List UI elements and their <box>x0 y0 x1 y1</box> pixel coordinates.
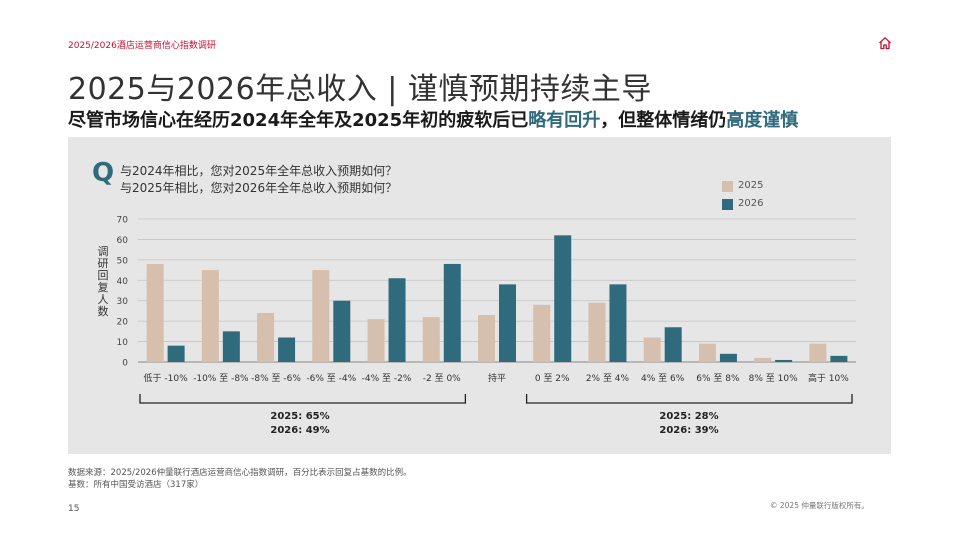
group-left-summary: 2025: 65% 2026: 49% <box>240 410 360 438</box>
bar-2025 <box>533 304 551 362</box>
x-tick-label: 8% 至 10% <box>749 373 798 384</box>
question-line-1: 与2024年相比，您对2025年全年总收入预期如何？ <box>120 164 398 178</box>
bar-2025 <box>422 317 440 362</box>
bar-2025 <box>588 302 606 362</box>
subtitle-part1: 尽管市场信心在经历2024年全年及2025年初的疲软后已 <box>68 110 529 131</box>
y-axis-label: 调研回复人数 <box>97 245 109 318</box>
bar-2026 <box>719 353 737 362</box>
subtitle-highlight-1: 略有回升 <box>528 110 601 131</box>
bar-2025 <box>698 343 716 362</box>
footnote-base: 基数：所有中国受访酒店（317家） <box>68 480 204 490</box>
legend-label-2026: 2026 <box>738 198 764 209</box>
bar-2026 <box>554 235 572 362</box>
bar-2026 <box>664 327 682 362</box>
x-tick-label: -4% 至 -2% <box>362 373 412 384</box>
y-tick-label: 30 <box>117 297 129 307</box>
x-tick-label: 低于 -10% <box>144 372 189 384</box>
x-tick-label: 4% 至 6% <box>641 373 685 384</box>
question-icon: Q <box>92 158 115 188</box>
bar-2026 <box>499 284 516 362</box>
y-tick-label: 0 <box>122 359 128 369</box>
bar-2026 <box>222 331 240 362</box>
x-tick-label: 6% 至 8% <box>696 373 740 384</box>
y-tick-label: 40 <box>117 277 129 287</box>
group-right-summary: 2025: 28% 2026: 39% <box>629 410 749 438</box>
bar-2025 <box>312 270 330 362</box>
x-tick-label: -8% 至 -6% <box>251 373 301 384</box>
legend-swatch-2026 <box>722 199 733 210</box>
bracket-decline <box>139 394 467 404</box>
x-tick-label: 持平 <box>488 372 506 384</box>
bar-2026 <box>167 345 185 362</box>
footnote-source: 数据来源：2025/2026仲量联行酒店运营商信心指数调研，百分比表示回复占基数… <box>68 468 412 478</box>
bar-2026 <box>609 284 627 362</box>
bar-2025 <box>257 312 275 362</box>
page-title: 2025与2026年总收入 | 谨慎预期持续主导 <box>68 72 652 107</box>
question-line-2: 与2025年相比，您对2026年全年总收入预期如何？ <box>120 181 398 195</box>
home-icon[interactable] <box>878 36 892 50</box>
legend-swatch-2025 <box>722 181 733 192</box>
bar-2025 <box>478 315 495 362</box>
x-tick-label: 0 至 2% <box>535 373 570 384</box>
subtitle-part2: ，但整体情绪仍 <box>600 110 727 131</box>
bar-2026 <box>388 278 406 362</box>
bar-2026 <box>775 359 793 362</box>
bar-2026 <box>443 263 461 362</box>
copyright-notice: © 2025 仲量联行版权所有。 <box>770 501 869 510</box>
page-number: 15 <box>68 504 80 514</box>
bar-2025 <box>754 357 772 362</box>
group-right-2026: 2026: 39% <box>659 425 719 436</box>
bar-2025 <box>201 270 219 362</box>
y-tick-label: 10 <box>117 338 129 348</box>
y-tick-label: 70 <box>117 216 129 226</box>
group-right-2025: 2025: 28% <box>659 411 719 422</box>
bar-2026 <box>278 337 296 362</box>
y-tick-label: 60 <box>117 236 129 246</box>
y-tick-label: 50 <box>117 256 129 266</box>
bar-2026 <box>830 355 848 362</box>
x-tick-label: -10% 至 -8% <box>193 373 249 384</box>
legend-label-2025: 2025 <box>738 180 764 191</box>
y-tick-label: 20 <box>117 318 129 328</box>
bar-2025 <box>367 319 385 362</box>
subtitle-highlight-2: 高度谨慎 <box>726 110 799 131</box>
x-tick-label: -6% 至 -4% <box>306 373 356 384</box>
page-subtitle: 尽管市场信心在经历2024年全年及2025年初的疲软后已略有回升，但整体情绪仍高… <box>68 106 798 132</box>
x-tick-label: -2 至 0% <box>423 373 461 384</box>
group-left-2025: 2025: 65% <box>270 411 330 422</box>
bar-2025 <box>643 337 661 362</box>
x-tick-label: 2% 至 4% <box>586 373 630 384</box>
bracket-growth <box>525 394 853 404</box>
group-left-2026: 2026: 49% <box>270 425 330 436</box>
x-tick-label: 高于 10% <box>808 372 849 384</box>
bar-2025 <box>146 263 164 362</box>
report-header-label: 2025/2026酒店运营商信心指数调研 <box>68 41 216 51</box>
bar-2026 <box>333 300 351 362</box>
bar-2025 <box>809 343 827 362</box>
